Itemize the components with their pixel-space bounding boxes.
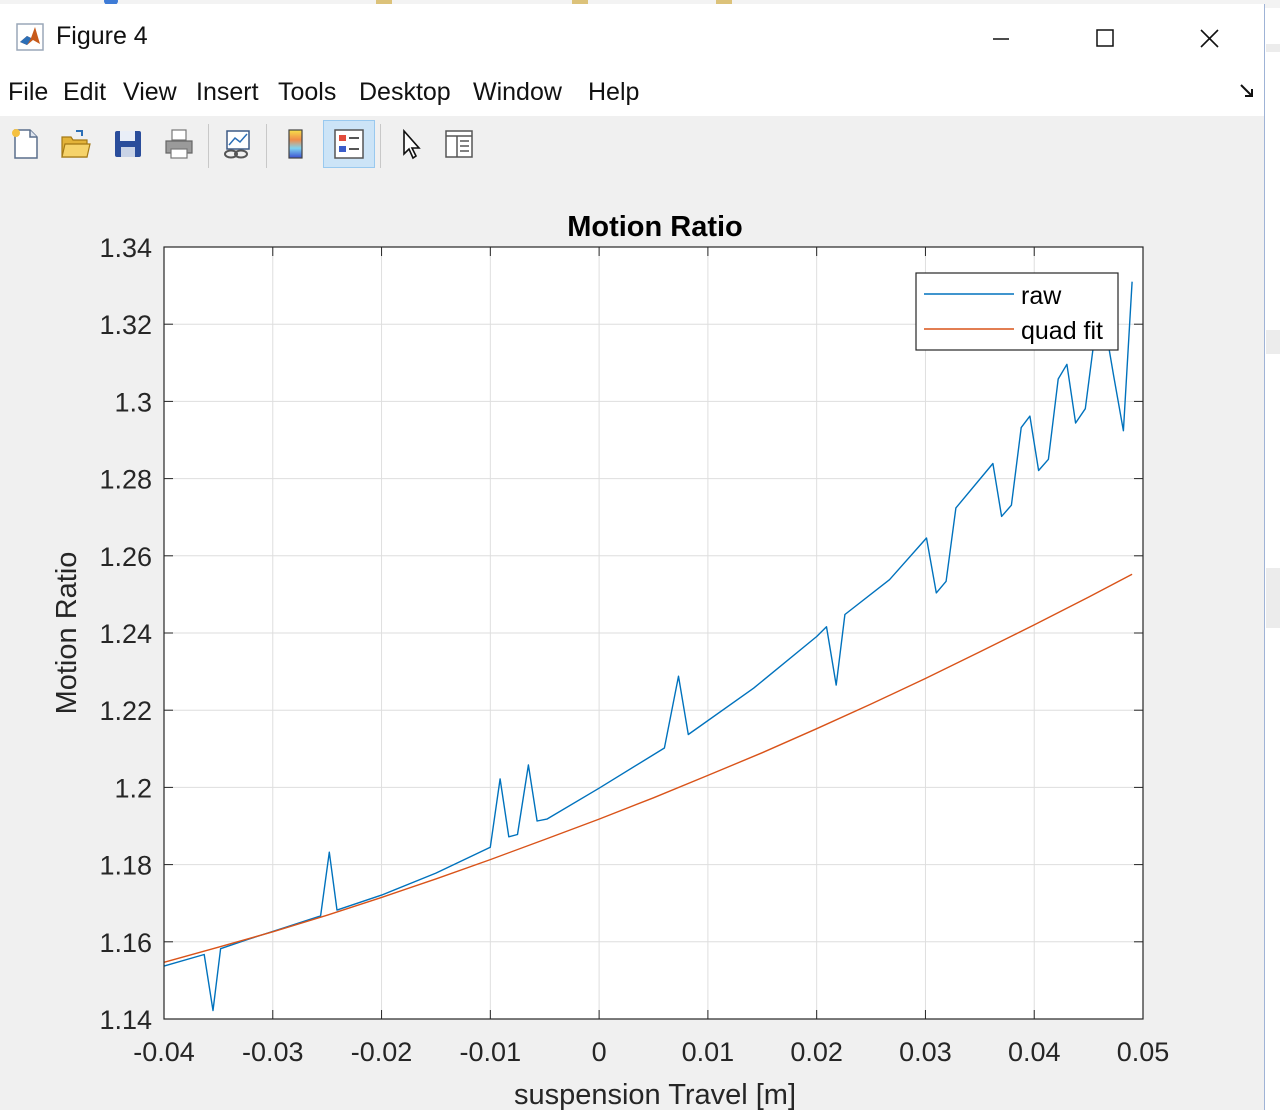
x-tick-label: -0.04 — [133, 1037, 195, 1067]
x-tick-label: -0.03 — [242, 1037, 304, 1067]
y-tick-labels: 1.14 1.16 1.18 1.2 1.22 1.24 1.26 1.28 1.3 1.32 1.… — [99, 233, 152, 1035]
x-tick-label: -0.02 — [351, 1037, 413, 1067]
menu-insert[interactable]: Insert — [196, 78, 259, 106]
title-bar[interactable]: Figure 4 — [0, 4, 1264, 68]
menu-edit[interactable]: Edit — [63, 78, 107, 106]
folder-icon — [376, 0, 392, 6]
x-tick-label: 0.03 — [899, 1037, 952, 1067]
folder-icon — [572, 0, 588, 6]
menu-help[interactable]: Help — [588, 78, 640, 106]
x-tick-label: 0.05 — [1117, 1037, 1170, 1067]
maximize-icon — [1096, 29, 1114, 47]
y-tick-label: 1.14 — [99, 1005, 152, 1035]
menu-view[interactable]: View — [123, 78, 177, 106]
y-tick-label: 1.34 — [99, 233, 152, 263]
y-tick-label: 1.2 — [114, 773, 152, 803]
edit-plot-pointer-icon — [403, 128, 421, 160]
chrome-icon — [104, 0, 118, 6]
series-group — [163, 281, 1133, 1012]
y-axis-label: Motion Ratio — [51, 552, 83, 715]
property-inspector-button[interactable] — [440, 124, 478, 164]
new-figure-button[interactable] — [6, 124, 44, 164]
print-button[interactable] — [160, 124, 198, 164]
figure-canvas: -0.04 -0.03 -0.02 -0.01 0 0.01 0.02 0.03 0.04 0.0… — [0, 172, 1264, 1111]
new-figure-icon — [12, 129, 38, 159]
x-tick-label: 0.02 — [790, 1037, 843, 1067]
axes-box — [163, 246, 1144, 1020]
x-tick-label: 0.01 — [682, 1037, 735, 1067]
legend[interactable]: raw quad fit — [915, 272, 1119, 351]
undock-arrow-icon[interactable] — [1238, 82, 1256, 100]
y-tick-label: 1.26 — [99, 542, 152, 572]
y-tick-label: 1.24 — [99, 619, 152, 649]
legend-label-raw: raw — [1021, 282, 1062, 310]
print-icon — [165, 129, 193, 159]
insert-colorbar-icon — [288, 129, 303, 159]
y-tick-label: 1.32 — [99, 310, 152, 340]
legend-box — [915, 272, 1119, 351]
property-inspector-icon — [445, 130, 473, 158]
insert-legend-icon — [334, 129, 364, 159]
menu-file[interactable]: File — [8, 78, 49, 106]
x-tick-label: 0 — [592, 1037, 607, 1067]
minimize-button[interactable] — [978, 16, 1024, 62]
maximize-button[interactable] — [1082, 16, 1128, 62]
x-tick-label: 0.04 — [1008, 1037, 1061, 1067]
link-plot-icon — [224, 130, 250, 159]
chart-title: Motion Ratio — [567, 211, 743, 243]
figure-toolbar — [0, 116, 1264, 173]
y-tick-label: 1.3 — [114, 387, 152, 417]
folder-icon — [716, 0, 732, 6]
window-title: Figure 4 — [56, 22, 148, 50]
legend-label-quad-fit: quad fit — [1021, 317, 1103, 345]
save-icon — [115, 131, 141, 157]
menu-window[interactable]: Window — [473, 78, 562, 106]
y-tick-label: 1.18 — [99, 851, 152, 881]
background-window-edge — [1266, 8, 1280, 1110]
x-tick-labels: -0.04 -0.03 -0.02 -0.01 0 0.01 0.02 0.03 0.04 0.0… — [133, 1037, 1169, 1067]
x-tick-label: -0.01 — [460, 1037, 522, 1067]
minimize-icon — [993, 38, 1009, 40]
figure-window: Figure 4 File Edit View Insert Tools Des… — [0, 4, 1265, 1111]
save-button[interactable] — [108, 124, 146, 164]
x-axis-label: suspension Travel [m] — [514, 1079, 796, 1110]
series-line-raw — [163, 281, 1133, 1012]
close-icon — [1200, 29, 1219, 48]
series-line-quad-fit — [163, 573, 1133, 963]
y-tick-label: 1.28 — [99, 465, 152, 495]
insert-legend-button[interactable] — [323, 120, 375, 168]
edit-plot-button[interactable] — [392, 124, 430, 164]
matlab-icon — [16, 23, 44, 51]
y-tick-label: 1.22 — [99, 696, 152, 726]
motion-ratio-chart[interactable]: -0.04 -0.03 -0.02 -0.01 0 0.01 0.02 0.03 0.04 0.0… — [0, 172, 1264, 1111]
open-file-icon — [61, 130, 91, 158]
close-button[interactable] — [1186, 16, 1232, 62]
menu-bar: File Edit View Insert Tools Desktop Wind… — [0, 68, 1264, 116]
y-tick-label: 1.16 — [99, 928, 152, 958]
menu-desktop[interactable]: Desktop — [359, 78, 451, 106]
menu-tools[interactable]: Tools — [278, 78, 337, 106]
link-plot-button[interactable] — [218, 124, 256, 164]
open-file-button[interactable] — [56, 124, 94, 164]
insert-colorbar-button[interactable] — [277, 124, 315, 164]
